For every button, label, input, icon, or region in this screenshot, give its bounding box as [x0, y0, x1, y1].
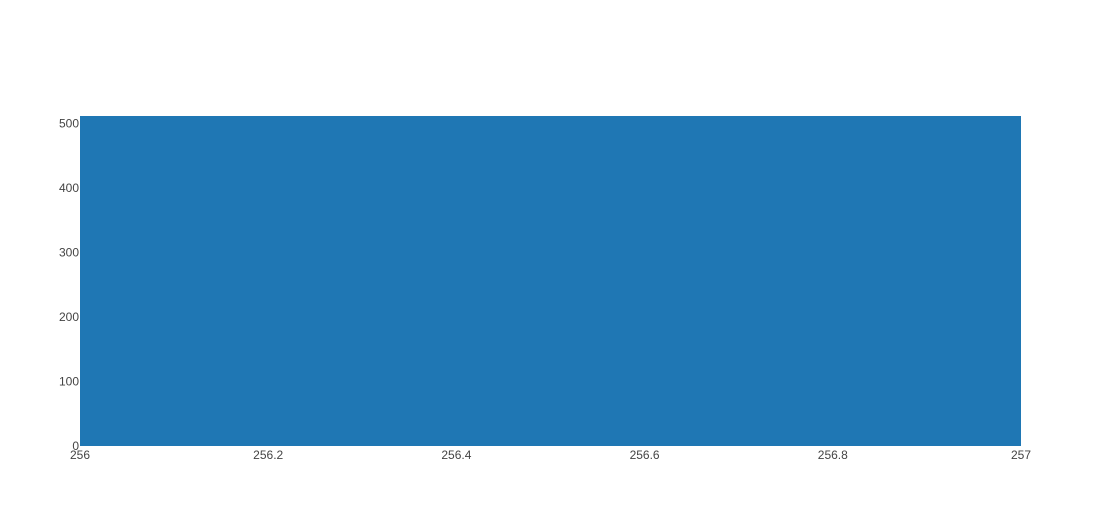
y-axis-ticks: 0 100 200 300 400 500	[59, 117, 79, 453]
x-tick-label: 256.8	[818, 448, 848, 462]
y-tick-label: 300	[59, 246, 79, 260]
x-axis-ticks: 256 256.2 256.4 256.6 256.8 257	[70, 448, 1031, 462]
x-tick-label: 256	[70, 448, 90, 462]
bar-0	[80, 116, 1021, 446]
y-tick-label: 0	[72, 439, 79, 453]
x-tick-label: 256.6	[630, 448, 660, 462]
y-tick-label: 200	[59, 310, 79, 324]
x-tick-label: 256.2	[253, 448, 283, 462]
x-tick-label: 257	[1011, 448, 1031, 462]
x-tick-label: 256.4	[441, 448, 471, 462]
y-tick-label: 400	[59, 181, 79, 195]
bars	[80, 116, 1021, 446]
y-tick-label: 500	[59, 117, 79, 131]
y-tick-label: 100	[59, 375, 79, 389]
